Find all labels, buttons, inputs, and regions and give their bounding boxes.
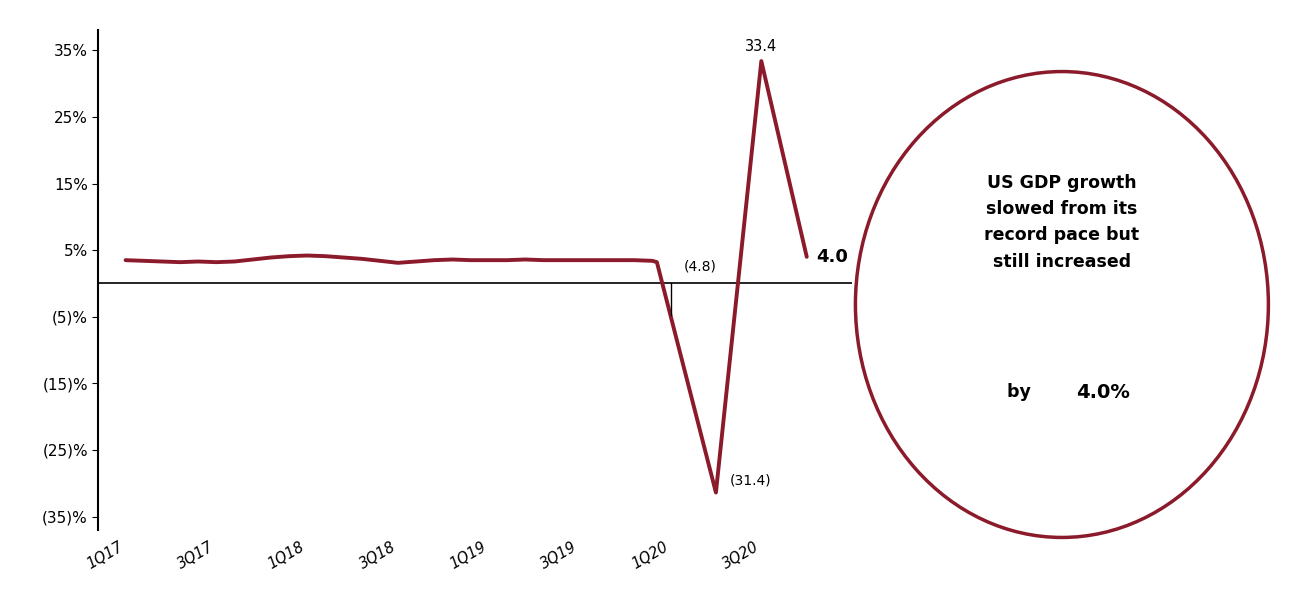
Text: by: by [1007,383,1042,401]
Text: 4.0%: 4.0% [1076,382,1130,402]
Text: (4.8): (4.8) [684,259,717,273]
Text: US GDP growth
slowed from its
record pace but
still increased: US GDP growth slowed from its record pac… [985,174,1139,271]
Text: 4.0: 4.0 [815,248,848,266]
Text: (31.4): (31.4) [729,473,771,487]
Text: 33.4: 33.4 [745,39,777,54]
